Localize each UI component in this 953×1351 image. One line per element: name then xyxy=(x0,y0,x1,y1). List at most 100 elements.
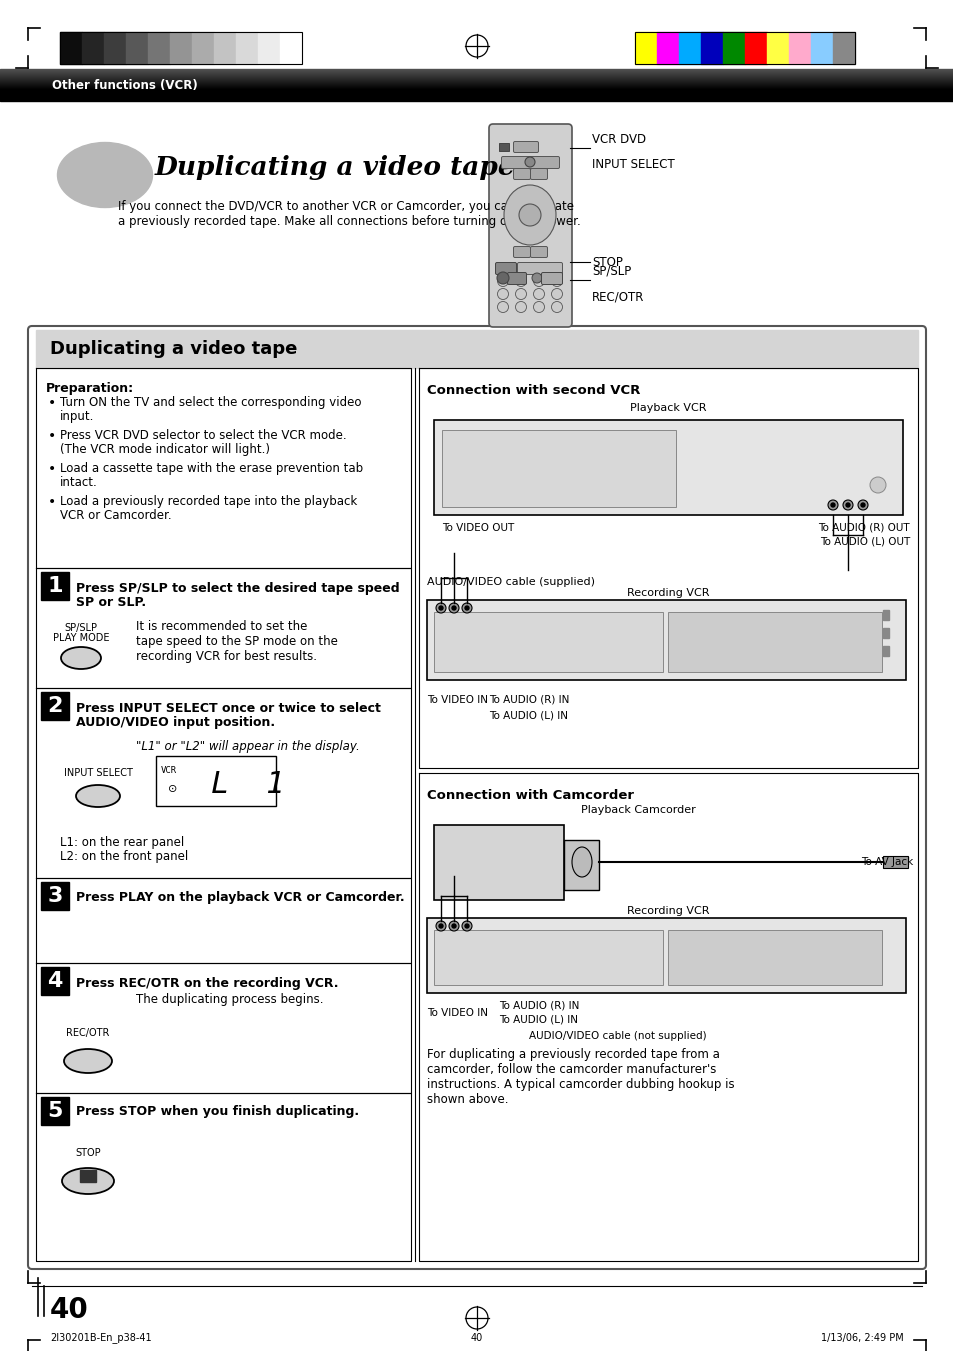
Text: For duplicating a previously recorded tape from a
camcorder, follow the camcorde: For duplicating a previously recorded ta… xyxy=(427,1048,734,1106)
Text: ⊙: ⊙ xyxy=(168,784,177,794)
Text: Press INPUT SELECT once or twice to select: Press INPUT SELECT once or twice to sele… xyxy=(76,703,380,715)
Text: REC/OTR: REC/OTR xyxy=(67,1028,110,1038)
Bar xyxy=(427,600,905,680)
Text: To VIDEO IN: To VIDEO IN xyxy=(427,694,488,705)
Circle shape xyxy=(869,477,885,493)
Circle shape xyxy=(452,607,456,611)
FancyBboxPatch shape xyxy=(513,142,537,153)
Bar xyxy=(213,32,235,63)
Bar xyxy=(170,32,192,63)
Text: 5: 5 xyxy=(48,1101,63,1121)
Text: Playback VCR: Playback VCR xyxy=(629,403,705,413)
Ellipse shape xyxy=(62,1169,113,1194)
FancyBboxPatch shape xyxy=(530,169,547,180)
Text: Press PLAY on the playback VCR or Camcorder.: Press PLAY on the playback VCR or Camcor… xyxy=(76,892,404,905)
FancyBboxPatch shape xyxy=(489,124,572,327)
Circle shape xyxy=(438,607,442,611)
Ellipse shape xyxy=(572,847,592,877)
Text: input.: input. xyxy=(60,409,94,423)
Bar xyxy=(82,32,104,63)
Text: The duplicating process begins.: The duplicating process begins. xyxy=(136,993,323,1006)
Circle shape xyxy=(551,301,562,312)
Circle shape xyxy=(464,607,469,611)
Bar xyxy=(41,967,69,994)
Bar xyxy=(192,32,213,63)
Ellipse shape xyxy=(76,785,120,807)
Bar xyxy=(744,32,766,63)
Bar xyxy=(434,929,662,985)
Bar xyxy=(280,32,302,63)
Text: Preparation:: Preparation: xyxy=(46,382,134,394)
Text: To VIDEO OUT: To VIDEO OUT xyxy=(441,523,514,534)
Circle shape xyxy=(842,500,852,509)
Text: REC/OTR: REC/OTR xyxy=(592,290,643,303)
Bar xyxy=(235,32,257,63)
Text: STOP: STOP xyxy=(592,255,622,269)
Text: Load a cassette tape with the erase prevention tab: Load a cassette tape with the erase prev… xyxy=(60,462,363,476)
Text: To AUDIO (R) OUT: To AUDIO (R) OUT xyxy=(818,523,909,534)
Bar xyxy=(0,70,953,78)
FancyBboxPatch shape xyxy=(530,246,547,258)
Bar xyxy=(882,628,888,638)
Text: SP/SLP: SP/SLP xyxy=(65,623,97,634)
Bar xyxy=(41,882,69,911)
Text: Playback Camcorder: Playback Camcorder xyxy=(580,805,695,815)
Text: (The VCR mode indicator will light.): (The VCR mode indicator will light.) xyxy=(60,443,270,457)
Text: STOP: STOP xyxy=(75,1148,101,1158)
Text: Connection with second VCR: Connection with second VCR xyxy=(427,384,639,397)
Bar xyxy=(657,32,679,63)
Circle shape xyxy=(464,924,469,928)
Circle shape xyxy=(497,276,508,286)
Text: intact.: intact. xyxy=(60,476,97,489)
Text: To AUDIO (R) IN: To AUDIO (R) IN xyxy=(498,1001,578,1011)
Text: SP/SLP: SP/SLP xyxy=(592,265,631,278)
Text: Press VCR DVD selector to select the VCR mode.: Press VCR DVD selector to select the VCR… xyxy=(60,430,346,442)
Text: 2: 2 xyxy=(48,696,63,716)
Circle shape xyxy=(515,276,526,286)
Text: AUDIO/VIDEO cable (supplied): AUDIO/VIDEO cable (supplied) xyxy=(427,577,595,586)
Bar xyxy=(41,692,69,720)
Text: L  1: L 1 xyxy=(211,770,284,798)
Text: 1: 1 xyxy=(48,576,63,596)
Bar xyxy=(0,70,953,100)
Text: VCR: VCR xyxy=(161,766,177,775)
Circle shape xyxy=(515,301,526,312)
Bar xyxy=(563,840,598,890)
Bar xyxy=(788,32,810,63)
Bar xyxy=(882,646,888,657)
Text: Recording VCR: Recording VCR xyxy=(626,907,708,916)
Text: 2I30201B-En_p38-41: 2I30201B-En_p38-41 xyxy=(50,1332,152,1343)
Text: 40: 40 xyxy=(471,1333,482,1343)
Circle shape xyxy=(436,603,446,613)
Bar xyxy=(434,825,563,900)
Bar xyxy=(635,32,657,63)
Text: Other functions (VCR): Other functions (VCR) xyxy=(52,78,197,92)
FancyBboxPatch shape xyxy=(517,262,562,274)
Bar xyxy=(257,32,280,63)
Ellipse shape xyxy=(497,272,509,284)
Text: Press STOP when you finish duplicating.: Press STOP when you finish duplicating. xyxy=(76,1105,358,1117)
Bar xyxy=(60,32,302,63)
Text: To AUDIO (L) OUT: To AUDIO (L) OUT xyxy=(819,536,909,547)
Circle shape xyxy=(827,500,837,509)
Text: "L1" or "L2" will appear in the display.: "L1" or "L2" will appear in the display. xyxy=(136,740,359,753)
Circle shape xyxy=(857,500,867,509)
Text: 40: 40 xyxy=(50,1296,89,1324)
Text: Duplicating a video tape: Duplicating a video tape xyxy=(154,155,515,181)
Text: To VIDEO IN: To VIDEO IN xyxy=(427,1008,488,1019)
FancyBboxPatch shape xyxy=(541,273,562,285)
Bar xyxy=(41,571,69,600)
Text: It is recommended to set the
tape speed to the SP mode on the
recording VCR for : It is recommended to set the tape speed … xyxy=(136,620,337,663)
Text: •: • xyxy=(48,396,56,409)
Bar xyxy=(148,32,170,63)
Text: Load a previously recorded tape into the playback: Load a previously recorded tape into the… xyxy=(60,494,356,508)
Text: To AUDIO (L) IN: To AUDIO (L) IN xyxy=(489,711,567,720)
Ellipse shape xyxy=(532,273,541,282)
Bar xyxy=(635,32,854,63)
Text: L1: on the rear panel: L1: on the rear panel xyxy=(60,836,184,848)
Text: Connection with Camcorder: Connection with Camcorder xyxy=(427,789,634,802)
Text: INPUT SELECT: INPUT SELECT xyxy=(64,767,132,778)
Text: SP or SLP.: SP or SLP. xyxy=(76,596,146,609)
Bar xyxy=(41,1097,69,1125)
Bar xyxy=(104,32,126,63)
